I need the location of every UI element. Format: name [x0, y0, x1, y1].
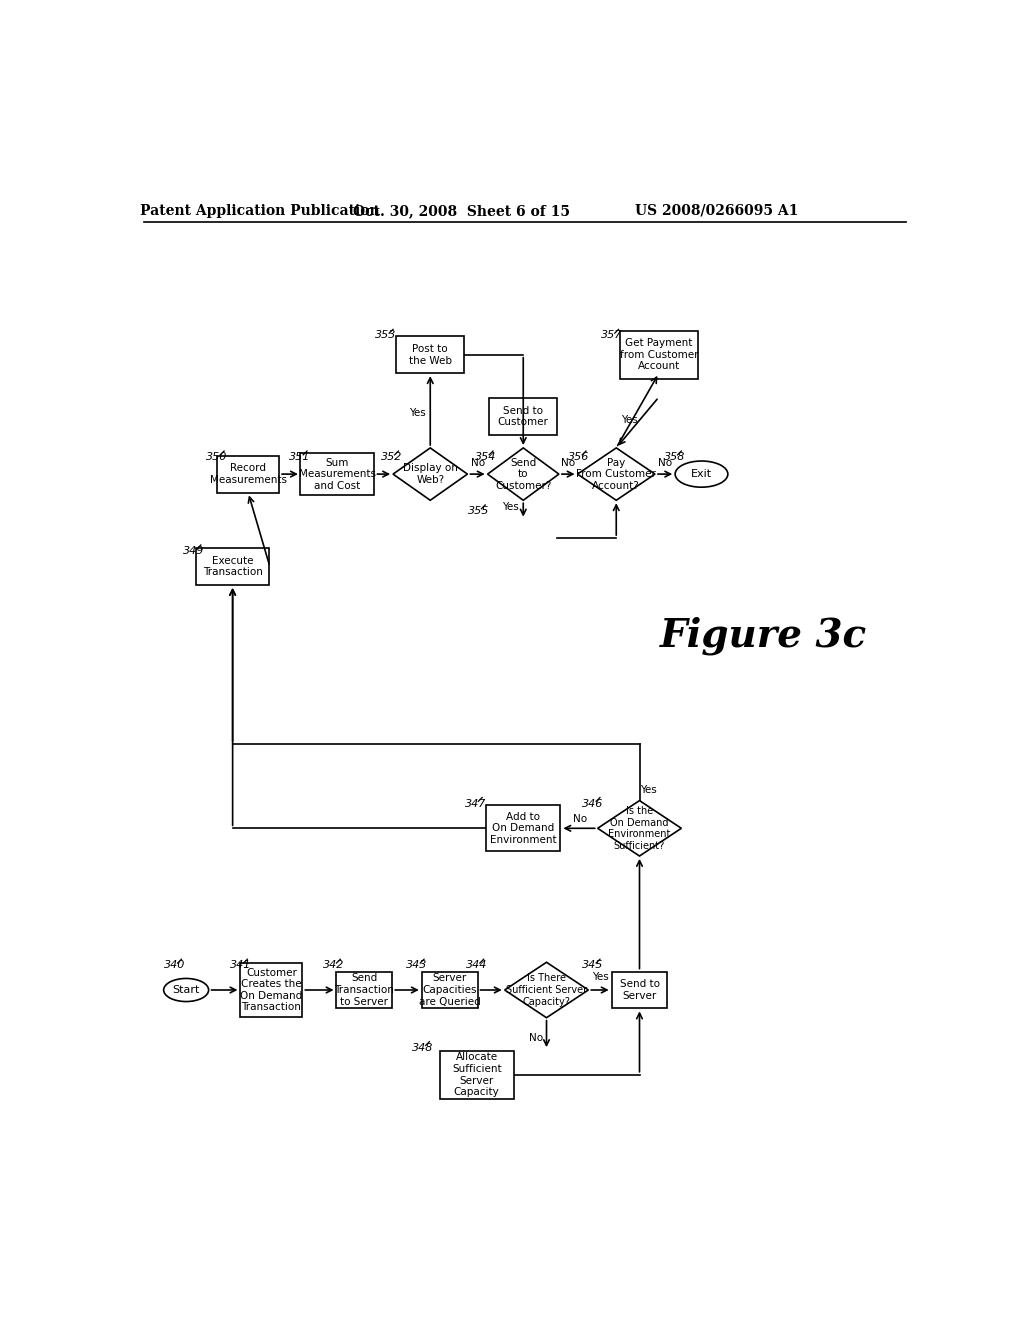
Text: Customer
Creates the
On Demand
Transaction: Customer Creates the On Demand Transacti…	[241, 968, 302, 1012]
Bar	[489, 397, 557, 434]
Text: 352: 352	[381, 453, 402, 462]
Polygon shape	[393, 447, 467, 500]
Text: 354: 354	[475, 453, 497, 462]
Text: Execute
Transaction: Execute Transaction	[203, 556, 262, 577]
Text: No: No	[471, 458, 485, 469]
Ellipse shape	[164, 978, 209, 1002]
Text: 344: 344	[466, 961, 487, 970]
Text: 343: 343	[407, 961, 428, 970]
Text: 355: 355	[468, 506, 489, 516]
Text: Oct. 30, 2008  Sheet 6 of 15: Oct. 30, 2008 Sheet 6 of 15	[352, 203, 569, 218]
Text: Add to
On Demand
Environment: Add to On Demand Environment	[489, 812, 557, 845]
Text: Figure 3c: Figure 3c	[659, 616, 867, 655]
Text: Server
Capacities
are Queried: Server Capacities are Queried	[419, 973, 480, 1007]
Text: Send
Transaction
to Server: Send Transaction to Server	[335, 973, 394, 1007]
Text: Yes: Yes	[409, 408, 425, 417]
Text: 353: 353	[376, 330, 396, 341]
Polygon shape	[598, 800, 681, 855]
Text: US 2008/0266095 A1: US 2008/0266095 A1	[635, 203, 799, 218]
Ellipse shape	[675, 461, 728, 487]
Bar	[196, 548, 269, 585]
Polygon shape	[578, 447, 655, 500]
Polygon shape	[505, 962, 589, 1018]
Text: Get Payment
from Customer
Account: Get Payment from Customer Account	[620, 338, 698, 371]
Polygon shape	[487, 447, 559, 500]
Bar	[621, 331, 697, 379]
Text: Is the
On Demand
Environment
Sufficient?: Is the On Demand Environment Sufficient?	[608, 807, 671, 850]
Bar	[611, 972, 668, 1008]
Text: Display on
Web?: Display on Web?	[402, 463, 458, 484]
Text: 357: 357	[601, 330, 623, 341]
Bar	[217, 455, 280, 492]
Text: 345: 345	[583, 961, 604, 970]
Bar	[300, 453, 374, 495]
Text: No: No	[658, 458, 672, 469]
Text: 342: 342	[323, 961, 344, 970]
Text: Sum
Measurements
and Cost: Sum Measurements and Cost	[299, 458, 376, 491]
Text: 350: 350	[207, 453, 227, 462]
Text: Send
to
Customer?: Send to Customer?	[495, 458, 552, 491]
Bar	[486, 805, 560, 851]
Text: No: No	[572, 814, 587, 824]
Bar	[440, 1051, 514, 1098]
Text: Pay
From Customer
Account?: Pay From Customer Account?	[577, 458, 656, 491]
Text: No: No	[529, 1032, 544, 1043]
Text: 340: 340	[164, 961, 185, 970]
Bar	[337, 972, 392, 1008]
Bar	[396, 337, 464, 374]
Text: 341: 341	[229, 961, 251, 970]
Text: 349: 349	[183, 546, 205, 556]
Text: Is There
Sufficient Server
Capacity?: Is There Sufficient Server Capacity?	[506, 973, 587, 1007]
Text: 351: 351	[290, 453, 310, 462]
Text: Start: Start	[172, 985, 200, 995]
Text: Post to
the Web: Post to the Web	[409, 345, 452, 366]
Text: No: No	[561, 458, 575, 469]
Text: Send to
Customer: Send to Customer	[498, 405, 549, 428]
Text: Yes: Yes	[592, 972, 609, 982]
Text: 348: 348	[412, 1043, 433, 1053]
Bar	[422, 972, 477, 1008]
Text: 347: 347	[465, 799, 485, 809]
Text: Send to
Server: Send to Server	[620, 979, 659, 1001]
Text: Patent Application Publication: Patent Application Publication	[140, 203, 380, 218]
Text: 358: 358	[664, 453, 685, 462]
Text: 346: 346	[583, 799, 604, 809]
Text: Exit: Exit	[691, 469, 712, 479]
Text: Yes: Yes	[503, 502, 519, 512]
Bar	[241, 964, 302, 1016]
Text: Record
Measurements: Record Measurements	[210, 463, 287, 484]
Text: Yes: Yes	[640, 785, 657, 795]
Text: 356: 356	[568, 453, 590, 462]
Text: Allocate
Sufficient
Server
Capacity: Allocate Sufficient Server Capacity	[452, 1052, 502, 1097]
Text: Yes: Yes	[621, 416, 638, 425]
